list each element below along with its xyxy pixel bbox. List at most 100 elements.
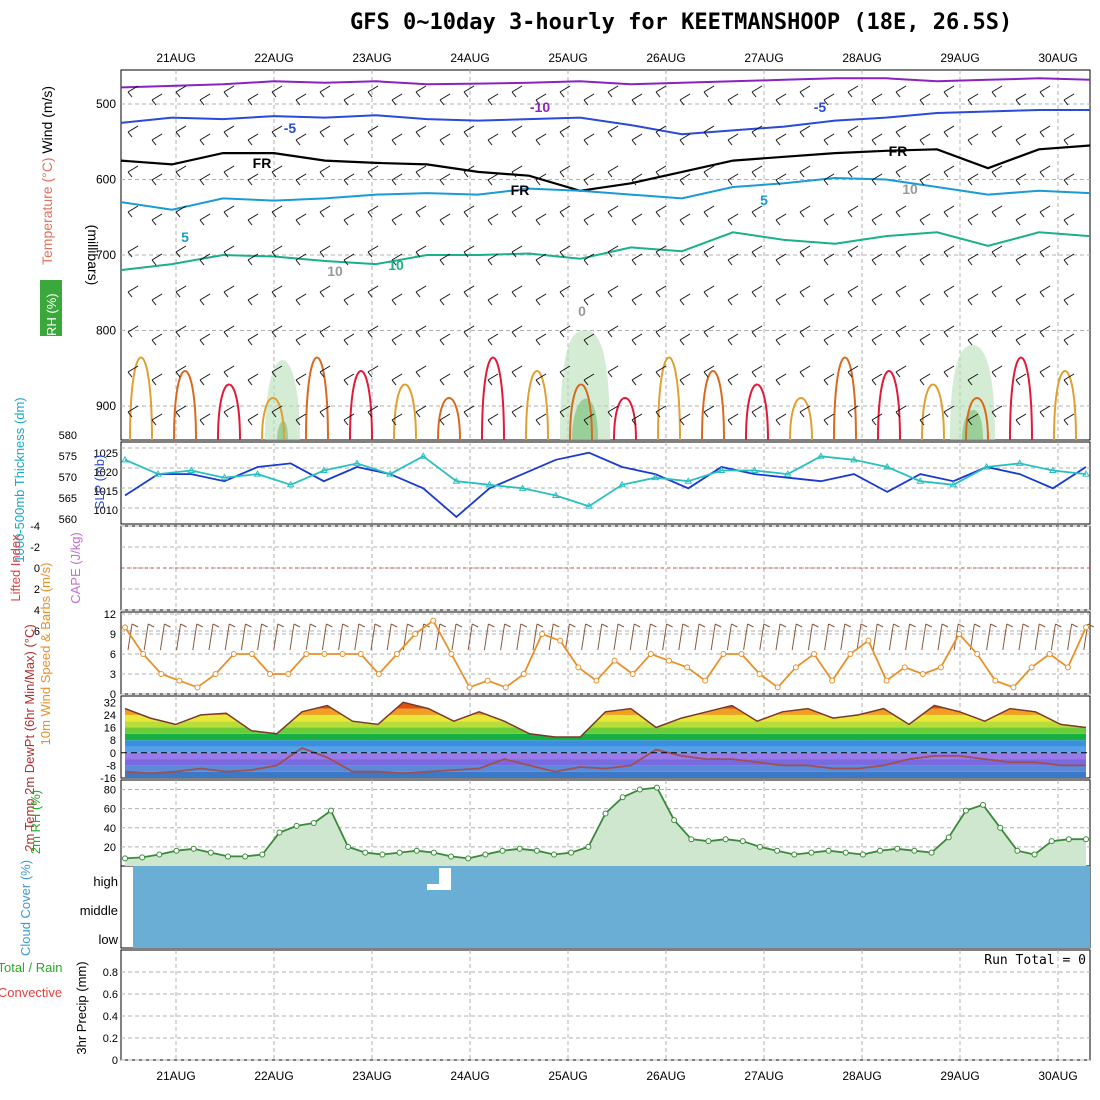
wind-barb <box>895 325 907 338</box>
wind-barb <box>655 405 667 418</box>
wind10-barb <box>289 623 301 651</box>
wind-barb <box>559 125 571 138</box>
rh2m-line-marker <box>362 849 369 856</box>
wind-barb <box>319 365 331 378</box>
wind10-line <box>124 619 1087 689</box>
wind10-barb <box>1002 623 1014 651</box>
thickness-line-marker <box>1015 459 1024 466</box>
thickness-line-marker <box>717 466 726 474</box>
wind-barb <box>559 205 571 218</box>
wind-barb <box>847 325 859 338</box>
wind-barb <box>631 173 643 186</box>
wind-barb <box>127 85 139 98</box>
temp-tick-label: 32 <box>104 697 116 709</box>
wind-barb <box>775 333 787 346</box>
wind10-barb <box>483 623 495 651</box>
contour-label: FR <box>253 155 272 171</box>
wind-barb <box>631 333 643 346</box>
wind-barb <box>631 413 643 426</box>
wind-barb <box>583 133 595 146</box>
wind-barb <box>343 413 355 426</box>
wind-barb <box>871 133 883 146</box>
wind-barb <box>271 325 283 338</box>
wind-barb <box>343 373 355 386</box>
slp-tick-label: 1010 <box>94 505 118 517</box>
wind-barb <box>1039 285 1051 298</box>
wind-barb <box>919 213 931 226</box>
thickness-line-marker <box>220 473 229 481</box>
wind-barb <box>631 93 643 106</box>
slp-tick-label: 1025 <box>94 448 118 460</box>
wind-barb <box>703 165 715 178</box>
wind-barb <box>559 165 571 178</box>
thickness-tick-label: 580 <box>59 430 77 442</box>
wind-barb <box>847 405 859 418</box>
wind-barb <box>415 405 427 418</box>
rh-area <box>560 330 610 440</box>
wind-barb <box>487 213 499 226</box>
wind-barb <box>151 253 163 266</box>
rh2m-line-marker <box>1083 836 1089 843</box>
wind-barb <box>991 405 1003 418</box>
wind-barb <box>295 373 307 386</box>
wind-barb <box>319 405 331 418</box>
wind-barb <box>343 93 355 106</box>
wind-barb <box>175 125 187 138</box>
wind10-barb <box>743 623 754 651</box>
wind-label: Wind (m/s) <box>39 86 55 154</box>
wind10-line-marker <box>248 651 255 657</box>
wind-barb <box>415 245 427 258</box>
wind-barb <box>919 373 931 386</box>
temp-contour-FR <box>120 144 1091 192</box>
rh2m-line-marker <box>1065 836 1072 843</box>
wind-barb <box>391 293 403 306</box>
wind10-barb <box>240 623 252 651</box>
wind10-line-marker <box>375 671 382 677</box>
wind-barb <box>1015 93 1027 106</box>
temp-axis-title: 2m Temp 2m DewPt (6hr Min/Max) (°C) <box>22 624 37 851</box>
warm-contour <box>129 356 153 441</box>
wind-barb <box>1039 85 1051 98</box>
wind-barb <box>727 413 739 426</box>
wind-barb <box>463 405 475 418</box>
wind-barb <box>415 325 427 338</box>
wind10-line-marker <box>684 664 691 671</box>
li-tick-label: 4 <box>34 605 40 617</box>
wind-barb <box>919 333 931 346</box>
wind-barb <box>487 293 499 306</box>
wind-barb <box>679 413 691 426</box>
wind-barb <box>991 205 1003 218</box>
wind-barb <box>751 365 763 378</box>
wind-barb <box>607 365 619 378</box>
thickness-line-marker <box>253 470 262 477</box>
rh2m-line-marker <box>877 847 884 854</box>
wind10-barb <box>1018 623 1030 651</box>
wind-barb <box>175 205 187 218</box>
wind-barb <box>679 213 691 226</box>
thickness-line-marker <box>551 491 560 498</box>
wind-barb <box>127 205 139 218</box>
wind10-barb <box>1067 623 1078 651</box>
wind-barb <box>847 365 859 378</box>
wind-barb <box>727 133 739 146</box>
wind-barb <box>367 125 379 138</box>
wind-barb <box>511 205 523 218</box>
wind10-line-marker <box>1064 664 1071 671</box>
temp-band <box>125 759 1086 766</box>
wind10-barb <box>921 623 933 651</box>
wind-barb <box>127 245 139 258</box>
wind-barb <box>583 213 595 226</box>
top-date-label: 30AUG <box>1038 51 1077 65</box>
wind-barb <box>319 125 331 138</box>
warm-contour <box>789 397 813 441</box>
rh2m-line-marker <box>671 817 678 824</box>
wind-barb <box>319 85 331 98</box>
thickness-line-marker <box>949 480 958 488</box>
slp-line <box>124 451 1087 519</box>
rh2m-line-marker <box>482 851 489 858</box>
temp-band <box>125 740 1086 747</box>
warm-contour <box>921 383 945 441</box>
wind10-barb <box>775 623 787 651</box>
rh2m-line-marker <box>894 845 901 852</box>
wind-barb <box>967 133 979 146</box>
